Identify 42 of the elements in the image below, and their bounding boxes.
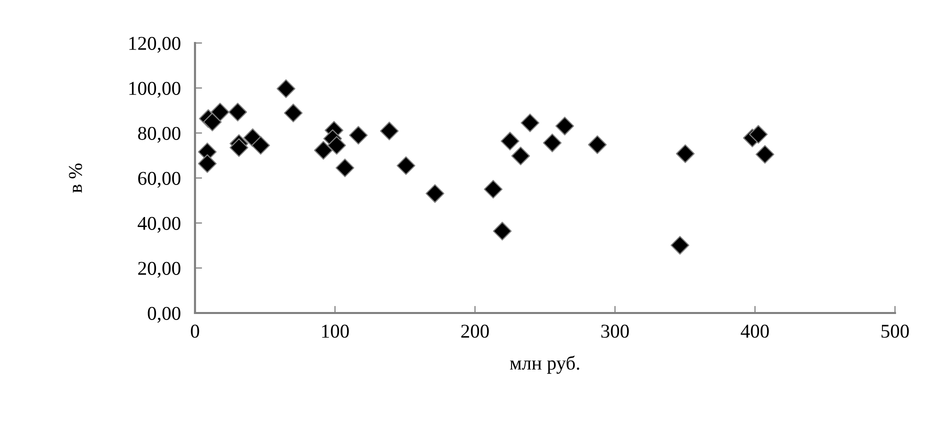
point (336, 158, 354, 178)
point (276, 79, 296, 98)
y-tick-label: 20,00 (138, 262, 180, 278)
point (198, 154, 217, 173)
point (327, 136, 346, 155)
y-tick-label: 0,00 (148, 306, 180, 323)
y-tick-label: 120,00 (129, 36, 180, 53)
point (380, 122, 399, 140)
point (555, 116, 574, 136)
point (749, 125, 768, 144)
point (756, 145, 774, 164)
point (520, 114, 540, 132)
x-tick-label: 300 (601, 324, 629, 338)
y-tick-label: 40,00 (138, 216, 180, 233)
point (670, 236, 690, 255)
x-axis-title: млн руб. (510, 356, 580, 374)
point (588, 135, 607, 154)
point (676, 144, 695, 164)
point (203, 112, 222, 132)
y-tick-label: 60,00 (138, 172, 180, 188)
point (284, 104, 303, 122)
point (314, 140, 333, 160)
point (426, 184, 444, 203)
point (396, 156, 416, 175)
point (349, 126, 368, 145)
x-tick-label: 200 (461, 324, 489, 338)
x-tick-label: 400 (740, 324, 769, 338)
x-tick-label: 500 (882, 324, 909, 338)
point (230, 138, 248, 157)
x-tick-label: 0 (190, 324, 200, 338)
point (484, 180, 503, 199)
point (492, 222, 512, 240)
point (228, 102, 248, 122)
point (210, 102, 230, 122)
x-tick-label: 100 (322, 324, 349, 338)
y-tick-label: 100,00 (129, 82, 180, 98)
point (251, 136, 270, 155)
y-axis-title: в % (68, 164, 82, 193)
point (500, 132, 520, 150)
y-tick-label: 80,00 (138, 126, 180, 143)
point (511, 146, 530, 166)
point (542, 134, 562, 152)
